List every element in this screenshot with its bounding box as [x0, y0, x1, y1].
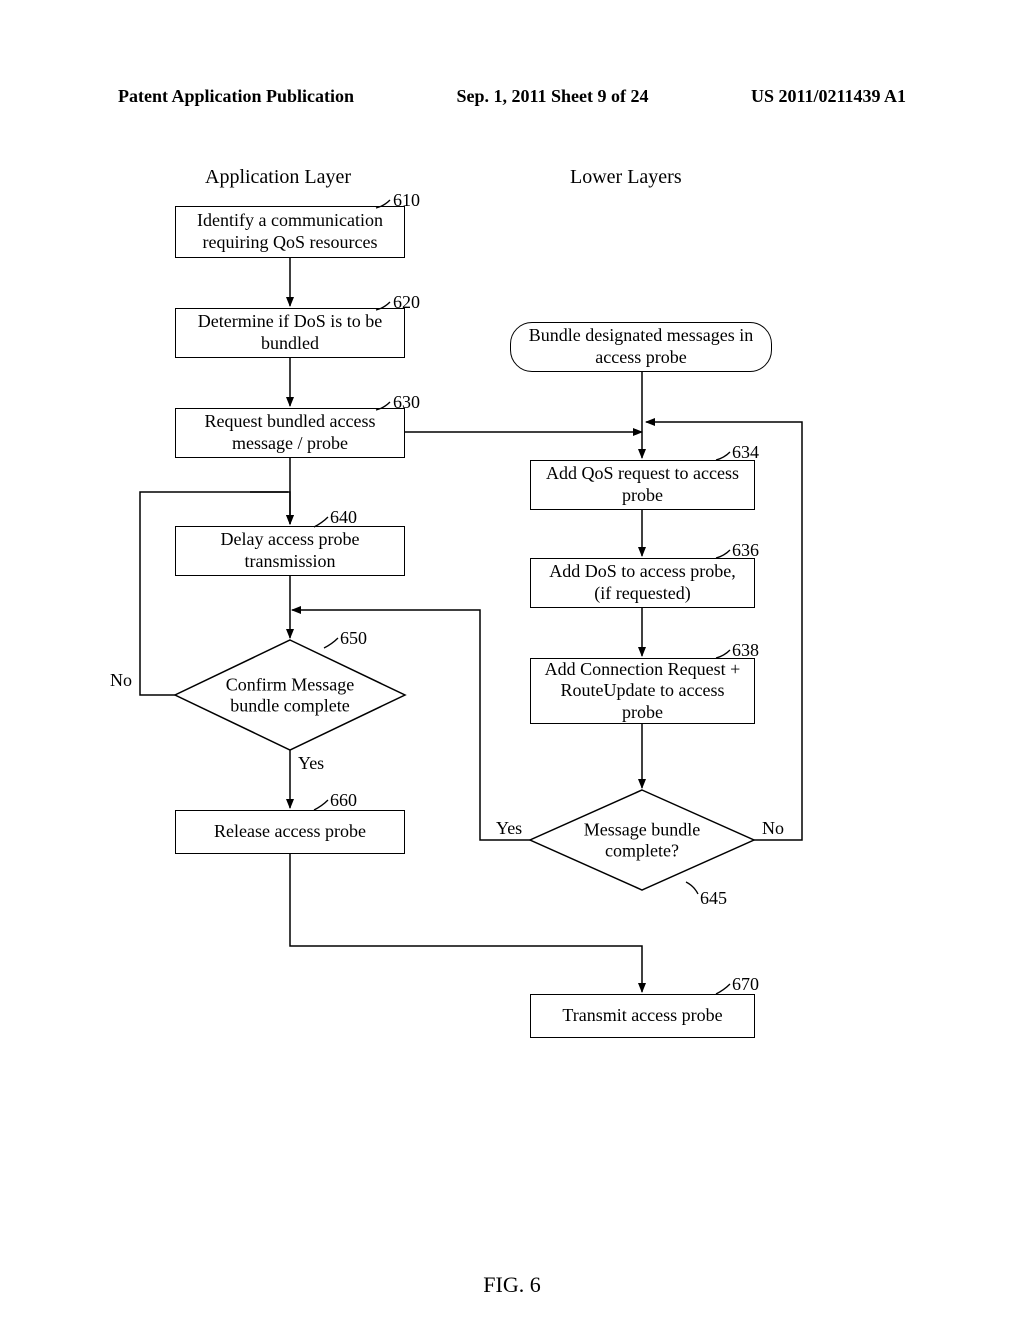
- box-634: Add QoS request to access probe: [530, 460, 755, 510]
- ref-660: 660: [330, 790, 357, 811]
- diamond-650-no: No: [110, 670, 132, 691]
- box-630: Request bundled access message / probe: [175, 408, 405, 458]
- diamond-645-yes: Yes: [496, 818, 522, 839]
- box-610-text: Identify a communication requiring QoS r…: [184, 210, 396, 253]
- box-630-text: Request bundled access message / probe: [184, 411, 396, 454]
- diamond-650-text: Confirm Message bundle complete: [200, 674, 380, 715]
- flowchart: Application Layer Lower Layers Identify …: [100, 150, 920, 1210]
- diamond-645: Message bundle complete?: [642, 840, 643, 841]
- header-center: Sep. 1, 2011 Sheet 9 of 24: [456, 86, 648, 107]
- box-620-text: Determine if DoS is to be bundled: [184, 311, 396, 354]
- box-620: Determine if DoS is to be bundled: [175, 308, 405, 358]
- box-670: Transmit access probe: [530, 994, 755, 1038]
- figure-label: FIG. 6: [0, 1272, 1024, 1298]
- ref-630: 630: [393, 392, 420, 413]
- header-right: US 2011/0211439 A1: [751, 86, 906, 107]
- rounded-bundle-text: Bundle designated messages in access pro…: [525, 325, 757, 368]
- ref-640: 640: [330, 507, 357, 528]
- ref-620: 620: [393, 292, 420, 313]
- col-heading-right: Lower Layers: [570, 166, 682, 189]
- rounded-bundle: Bundle designated messages in access pro…: [510, 322, 772, 372]
- box-660-text: Release access probe: [214, 821, 366, 843]
- ref-610: 610: [393, 190, 420, 211]
- box-660: Release access probe: [175, 810, 405, 854]
- diamond-650-yes: Yes: [298, 753, 324, 774]
- ref-634: 634: [732, 442, 759, 463]
- box-636-text: Add DoS to access probe, (if requested): [539, 561, 746, 604]
- diamond-645-no: No: [762, 818, 784, 839]
- box-610: Identify a communication requiring QoS r…: [175, 206, 405, 258]
- diamond-645-text: Message bundle complete?: [562, 819, 722, 860]
- box-640: Delay access probe transmission: [175, 526, 405, 576]
- diamond-650: Confirm Message bundle complete: [290, 695, 291, 696]
- col-heading-left: Application Layer: [205, 166, 351, 189]
- box-640-text: Delay access probe transmission: [184, 529, 396, 572]
- box-670-text: Transmit access probe: [562, 1005, 722, 1027]
- ref-638: 638: [732, 640, 759, 661]
- box-638-text: Add Connection Request + RouteUpdate to …: [539, 659, 746, 724]
- ref-650: 650: [340, 628, 367, 649]
- box-634-text: Add QoS request to access probe: [539, 463, 746, 506]
- box-638: Add Connection Request + RouteUpdate to …: [530, 658, 755, 724]
- ref-645: 645: [700, 888, 727, 909]
- ref-636: 636: [732, 540, 759, 561]
- box-636: Add DoS to access probe, (if requested): [530, 558, 755, 608]
- header-left: Patent Application Publication: [118, 86, 354, 107]
- page-header: Patent Application Publication Sep. 1, 2…: [0, 86, 1024, 107]
- ref-670: 670: [732, 974, 759, 995]
